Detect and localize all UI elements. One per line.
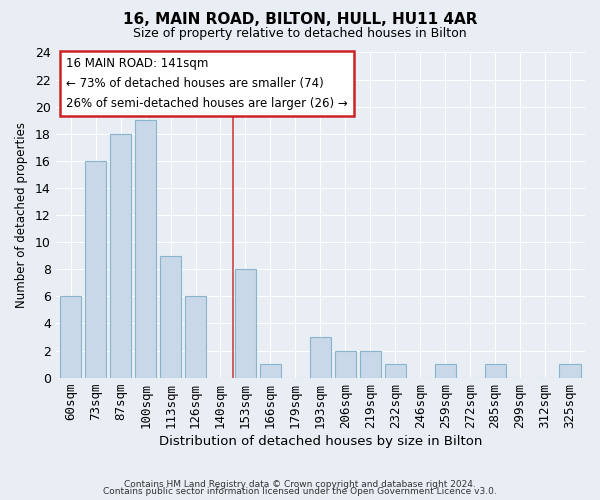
Bar	[135, 120, 156, 378]
Bar	[559, 364, 581, 378]
Bar	[485, 364, 506, 378]
Text: Contains public sector information licensed under the Open Government Licence v3: Contains public sector information licen…	[103, 488, 497, 496]
Bar	[85, 161, 106, 378]
Bar	[235, 270, 256, 378]
Bar	[335, 350, 356, 378]
Text: Size of property relative to detached houses in Bilton: Size of property relative to detached ho…	[133, 28, 467, 40]
Text: 16, MAIN ROAD, BILTON, HULL, HU11 4AR: 16, MAIN ROAD, BILTON, HULL, HU11 4AR	[123, 12, 477, 28]
Text: Contains HM Land Registry data © Crown copyright and database right 2024.: Contains HM Land Registry data © Crown c…	[124, 480, 476, 489]
X-axis label: Distribution of detached houses by size in Bilton: Distribution of detached houses by size …	[158, 434, 482, 448]
Bar	[60, 296, 81, 378]
Bar	[385, 364, 406, 378]
Bar	[110, 134, 131, 378]
Text: 16 MAIN ROAD: 141sqm
← 73% of detached houses are smaller (74)
26% of semi-detac: 16 MAIN ROAD: 141sqm ← 73% of detached h…	[66, 58, 348, 110]
Bar	[160, 256, 181, 378]
Bar	[359, 350, 381, 378]
Bar	[310, 337, 331, 378]
Bar	[260, 364, 281, 378]
Bar	[185, 296, 206, 378]
Bar	[434, 364, 456, 378]
Y-axis label: Number of detached properties: Number of detached properties	[15, 122, 28, 308]
